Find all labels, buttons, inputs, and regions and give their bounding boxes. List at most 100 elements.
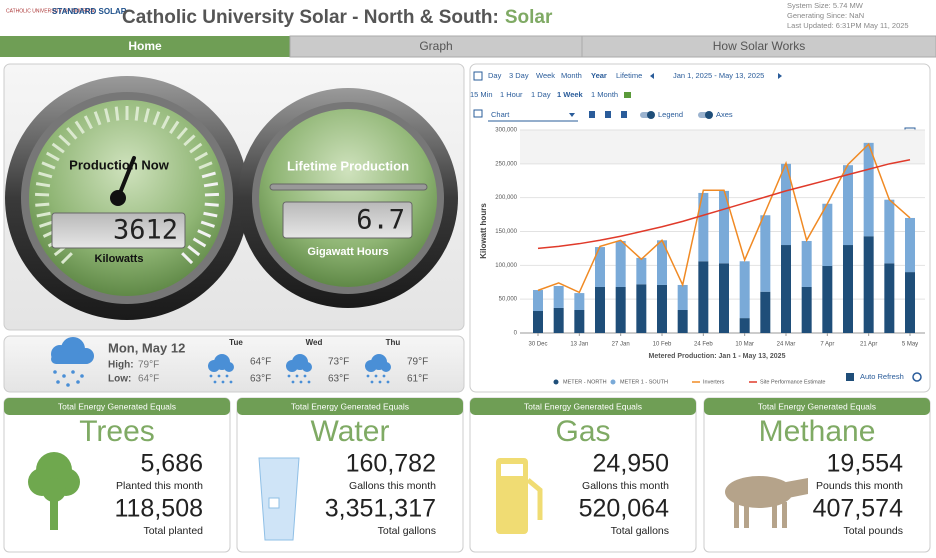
forecast-high: 79°F (407, 357, 428, 368)
forecast-icon (209, 374, 213, 378)
title-accent: Solar (505, 7, 553, 28)
forecast-icon (287, 374, 291, 378)
gauge-tick (38, 171, 53, 179)
gauge-tick (187, 245, 201, 257)
forecast-icon (213, 380, 217, 384)
auto-refresh-label[interactable]: Auto Refresh (860, 372, 904, 381)
cow-leg (772, 502, 777, 528)
interval-option[interactable]: 15 Min (470, 90, 493, 99)
gauge-tick (194, 151, 209, 162)
gauge-tick (143, 108, 150, 123)
toggle-label[interactable]: Legend (658, 110, 683, 119)
gauge-tick (74, 120, 85, 134)
forecast-high: 73°F (328, 357, 349, 368)
card-label: Pounds this month (816, 480, 903, 492)
forecast-low: 63°F (328, 374, 349, 385)
gauge-tick (189, 142, 203, 154)
date-range[interactable]: Jan 1, 2025 - May 13, 2025 (673, 71, 764, 80)
range-option[interactable]: 3 Day (509, 71, 529, 80)
gauge-bar (269, 183, 428, 191)
tool-icon[interactable] (621, 111, 627, 118)
interval-option[interactable]: 1 Day (531, 90, 551, 99)
gauge-tick (200, 220, 215, 228)
weather-high: 79°F (138, 360, 159, 371)
gauge-tick (152, 111, 161, 126)
y-tick-label: 300,000 (495, 128, 517, 134)
card-title: Gas (555, 415, 610, 448)
card-value: 24,950 (593, 450, 669, 478)
bar-segment (677, 284, 688, 310)
legend-swatch (610, 379, 616, 385)
x-tick-label: 7 Apr (820, 342, 834, 348)
interval-option[interactable]: 1 Week (557, 90, 584, 99)
chart-select[interactable]: Chart (491, 110, 510, 119)
range-option[interactable]: Month (561, 71, 582, 80)
card-title: Water (311, 415, 390, 448)
x-tick-label: 27 Jan (612, 342, 630, 348)
weather-label: High: (108, 360, 134, 371)
bar-segment (574, 309, 585, 333)
range-option[interactable]: Year (591, 71, 607, 80)
tool-icon[interactable] (605, 111, 611, 118)
bar-segment (719, 263, 729, 333)
card-label: Total gallons (378, 525, 436, 537)
tab-bg[interactable] (581, 35, 936, 58)
tool-icon[interactable] (589, 111, 595, 118)
y-axis-label: Kilowatt hours (479, 203, 488, 259)
gauge-tick (35, 202, 50, 207)
page-title: Catholic University Solar - North & Sout… (122, 7, 553, 28)
toggle-label[interactable]: Axes (716, 110, 733, 119)
prev-arrow[interactable] (650, 73, 654, 79)
gauge-tick (192, 237, 207, 248)
series-line (537, 142, 911, 294)
refresh-icon[interactable] (912, 372, 922, 382)
gauge-tick (201, 171, 216, 179)
gauge-tick (60, 252, 73, 265)
weather-icon (51, 337, 94, 387)
tab[interactable]: How Solar Works (713, 39, 805, 53)
forecast-day: Wed (306, 338, 323, 347)
gauge-tick (58, 134, 71, 147)
select-arrow (569, 113, 575, 117)
forecast-day: Thu (386, 338, 401, 347)
bar-segment (657, 240, 667, 285)
tab[interactable]: Home (128, 39, 162, 53)
forecast-high: 64°F (250, 357, 271, 368)
interval-option[interactable]: 1 Hour (500, 90, 523, 99)
gauge-tick (161, 115, 171, 130)
cow-leg (782, 502, 787, 528)
card-header: Total Energy Generated Equals (291, 401, 409, 411)
needle-hub (110, 190, 126, 206)
card-value: 160,782 (346, 450, 436, 478)
chart-icon (473, 109, 483, 118)
range-option[interactable]: Lifetime (616, 71, 642, 80)
next-arrow[interactable] (778, 73, 782, 79)
x-tick-label: 30 Dec (528, 342, 547, 348)
gauge-tick (204, 202, 219, 207)
auto-refresh-box[interactable] (846, 373, 854, 381)
gauge-tick (104, 108, 111, 123)
tab-bg[interactable] (0, 36, 290, 57)
interval-option[interactable]: 1 Month (591, 90, 618, 99)
pump-hose (526, 478, 543, 520)
gauge-tick (45, 151, 60, 162)
card-value: 407,574 (813, 495, 903, 523)
range-option[interactable]: Day (488, 71, 502, 80)
bar-segment (677, 309, 688, 333)
forecast-icon (299, 380, 303, 384)
bar-segment (595, 286, 605, 333)
gauge-tick (197, 229, 212, 238)
bar-segment (698, 261, 709, 333)
range-option[interactable]: Week (536, 71, 555, 80)
forecast-icon (291, 380, 295, 384)
bar-segment (615, 240, 626, 287)
bar-segment (801, 286, 812, 333)
title-main: Catholic University Solar - North & Sout… (122, 7, 499, 28)
bar-segment (636, 284, 647, 333)
tab[interactable]: Graph (419, 39, 452, 53)
x-tick-label: 13 Jan (570, 342, 588, 348)
lcd (282, 201, 413, 239)
forecast-day: Tue (229, 338, 243, 347)
y-tick-label: 50,000 (499, 297, 518, 303)
forecast-icon (303, 374, 307, 378)
